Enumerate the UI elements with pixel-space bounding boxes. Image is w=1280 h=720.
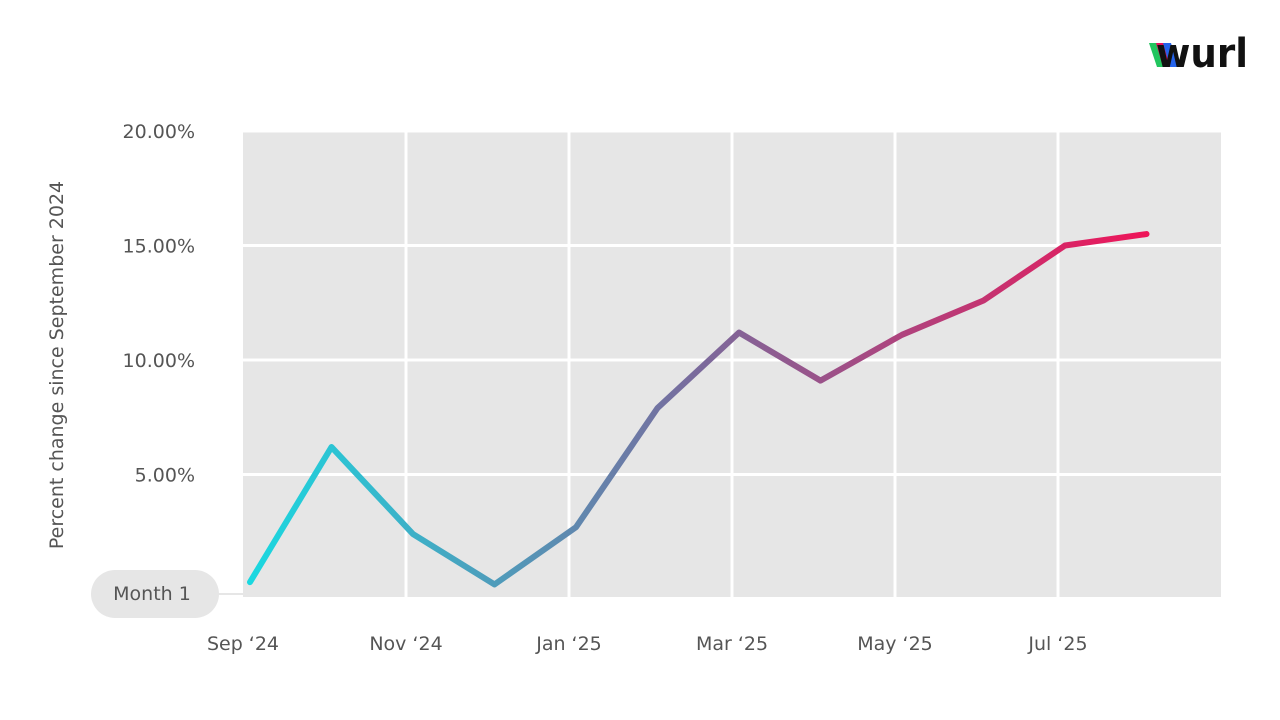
- badge-label: Month 1: [113, 583, 191, 605]
- series-line: [247, 231, 1150, 588]
- x-axis: Sep ‘24 Nov ‘24 Jan ‘25 Mar ‘25 May ‘25 Jul ‘…: [207, 633, 1088, 655]
- x-tick-label: Mar ‘25: [696, 633, 768, 655]
- logo-stripe-blue: [1163, 43, 1178, 67]
- grid: [219, 129, 1221, 597]
- x-tick-label: Sep ‘24: [207, 633, 279, 655]
- logo-text: wurl: [1156, 31, 1248, 77]
- series-layer: [247, 231, 1150, 588]
- y-tick-label: 5.00%: [135, 465, 195, 487]
- logo-stripe-green: [1149, 43, 1164, 67]
- x-tick-label: Jul ‘25: [1027, 633, 1087, 655]
- y-tick-label: 20.00%: [123, 121, 195, 143]
- x-tick-label: May ‘25: [857, 633, 933, 655]
- logo-stripe-pink: [1156, 43, 1171, 67]
- y-axis-title: Percent change since September 2024: [46, 181, 68, 549]
- x-tick-label: Jan ‘25: [535, 633, 602, 655]
- wurl-logo: wurl: [1149, 31, 1248, 77]
- y-tick-label: 10.00%: [123, 350, 195, 372]
- badge-background: [91, 570, 219, 618]
- month-1-badge: Month 1: [91, 570, 219, 618]
- x-tick-label: Nov ‘24: [369, 633, 442, 655]
- y-axis: 20.00% 15.00% 10.00% 5.00%: [123, 121, 195, 487]
- logo-mark: [1149, 43, 1178, 67]
- y-tick-label: 15.00%: [123, 236, 195, 258]
